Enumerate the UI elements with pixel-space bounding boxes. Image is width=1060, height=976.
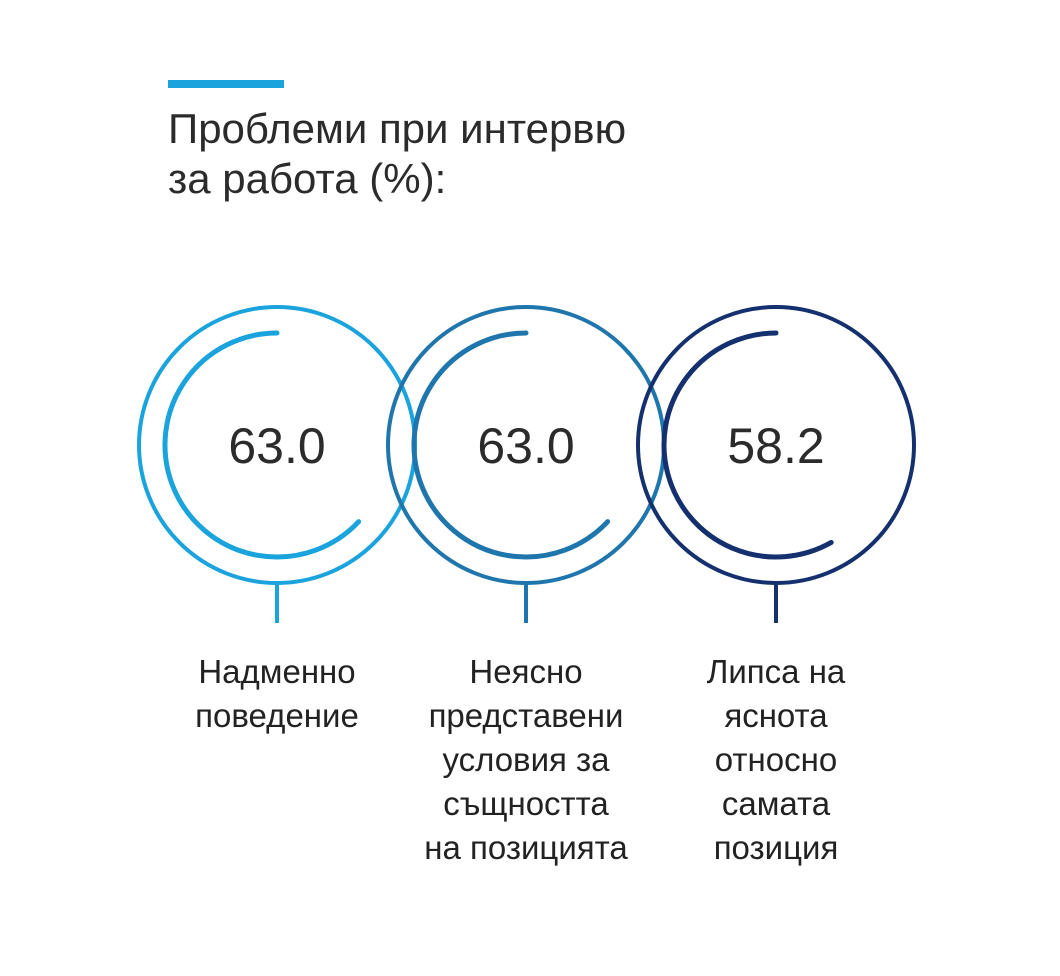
value-arc [162,330,362,560]
title-accent-bar [168,80,284,88]
category-label: Липса на яснота относно самата позиция [706,653,846,866]
ring-group: 63.0 [137,305,417,623]
category-label: Надменно поведение [195,653,359,734]
value-label: 63.0 [477,418,574,474]
value-label: 63.0 [228,418,325,474]
value-arc [661,330,834,560]
value-label: 58.2 [727,418,824,474]
category-label: Неясно представени условия за същността … [424,653,628,866]
chart-title: Проблеми при интервю за работа (%): [168,105,627,202]
ring-group: 58.2 [636,305,916,623]
value-arc [411,330,611,560]
ring-group: 63.0 [386,305,666,623]
